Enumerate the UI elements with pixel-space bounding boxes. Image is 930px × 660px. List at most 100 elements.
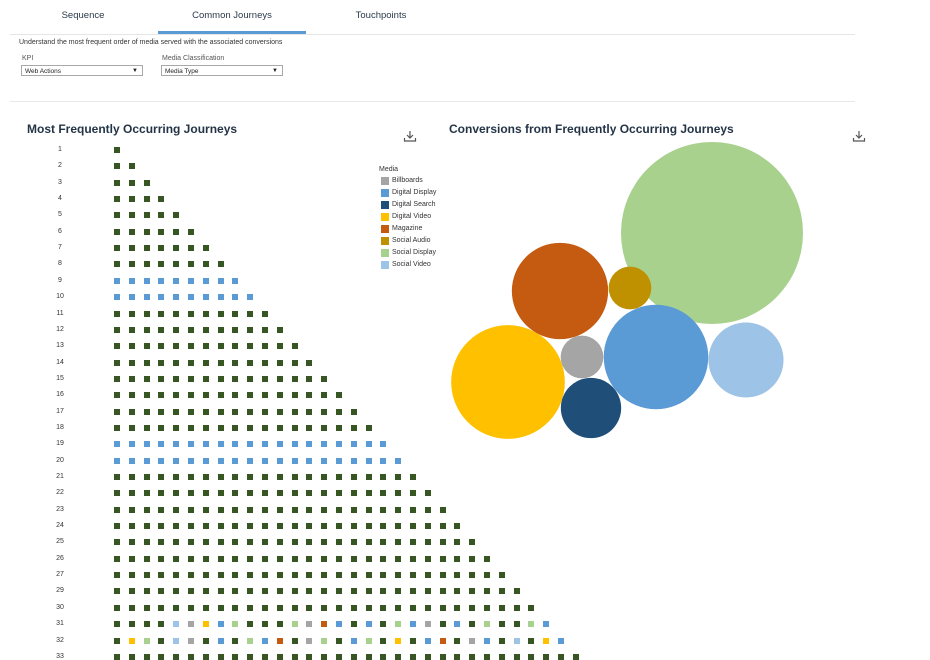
journey-touchpoint[interactable] bbox=[484, 555, 490, 562]
journey-touchpoint[interactable] bbox=[247, 310, 254, 317]
journey-touchpoint[interactable] bbox=[306, 359, 313, 366]
journey-touchpoint[interactable] bbox=[173, 539, 180, 546]
journey-touchpoint[interactable] bbox=[232, 457, 239, 464]
journey-touchpoint[interactable] bbox=[262, 457, 268, 464]
journey-touchpoint[interactable] bbox=[143, 604, 150, 611]
journey-touchpoint[interactable] bbox=[262, 490, 268, 497]
journey-touchpoint[interactable] bbox=[439, 572, 446, 579]
journey-touchpoint[interactable] bbox=[306, 441, 313, 448]
journey-touchpoint[interactable] bbox=[439, 653, 446, 660]
journey-touchpoint[interactable] bbox=[395, 572, 402, 579]
journey-touchpoint[interactable] bbox=[128, 408, 135, 415]
journey-touchpoint[interactable] bbox=[128, 523, 135, 530]
journey-touchpoint[interactable] bbox=[543, 653, 550, 660]
journey-touchpoint[interactable] bbox=[114, 179, 120, 186]
journey-touchpoint[interactable] bbox=[247, 539, 254, 546]
journey-touchpoint[interactable] bbox=[380, 555, 387, 562]
journey-touchpoint[interactable] bbox=[291, 637, 298, 644]
journey-touchpoint[interactable] bbox=[217, 294, 224, 301]
journey-touchpoint[interactable] bbox=[247, 506, 254, 513]
journey-touchpoint[interactable] bbox=[306, 621, 313, 628]
journey-touchpoint[interactable] bbox=[558, 637, 564, 644]
journey-touchpoint[interactable] bbox=[291, 474, 298, 480]
tab-sequence[interactable]: Sequence bbox=[61, 10, 105, 21]
journey-touchpoint[interactable] bbox=[247, 604, 254, 611]
journey-touchpoint[interactable] bbox=[424, 653, 431, 660]
journey-touchpoint[interactable] bbox=[424, 539, 431, 546]
journey-touchpoint[interactable] bbox=[202, 277, 209, 284]
journey-touchpoint[interactable] bbox=[350, 490, 357, 497]
journey-touchpoint[interactable] bbox=[114, 196, 120, 203]
journey-touchpoint[interactable] bbox=[513, 588, 520, 595]
journey-touchpoint[interactable] bbox=[232, 310, 239, 317]
journey-touchpoint[interactable] bbox=[188, 474, 194, 480]
journey-touchpoint[interactable] bbox=[143, 621, 150, 628]
journey-touchpoint[interactable] bbox=[114, 441, 120, 448]
journey-touchpoint[interactable] bbox=[291, 408, 298, 415]
journey-touchpoint[interactable] bbox=[336, 490, 342, 497]
journey-touchpoint[interactable] bbox=[158, 359, 165, 366]
journey-touchpoint[interactable] bbox=[143, 326, 150, 333]
journey-touchpoint[interactable] bbox=[262, 621, 268, 628]
journey-touchpoint[interactable] bbox=[202, 261, 209, 268]
journey-touchpoint[interactable] bbox=[143, 539, 150, 546]
journey-touchpoint[interactable] bbox=[114, 212, 120, 219]
journey-touchpoint[interactable] bbox=[336, 392, 342, 399]
journey-touchpoint[interactable] bbox=[158, 474, 165, 480]
journey-touchpoint[interactable] bbox=[513, 653, 520, 660]
journey-touchpoint[interactable] bbox=[306, 653, 313, 660]
journey-touchpoint[interactable] bbox=[232, 490, 239, 497]
journey-touchpoint[interactable] bbox=[217, 506, 224, 513]
journey-touchpoint[interactable] bbox=[306, 572, 313, 579]
journey-touchpoint[interactable] bbox=[572, 653, 579, 660]
journey-touchpoint[interactable] bbox=[439, 555, 446, 562]
journey-touchpoint[interactable] bbox=[365, 653, 372, 660]
journey-touchpoint[interactable] bbox=[395, 588, 402, 595]
journey-touchpoint[interactable] bbox=[114, 523, 120, 530]
journey-touchpoint[interactable] bbox=[321, 457, 328, 464]
journey-touchpoint[interactable] bbox=[469, 637, 476, 644]
journey-touchpoint[interactable] bbox=[454, 588, 461, 595]
bubble-social-display[interactable] bbox=[621, 142, 803, 324]
journey-touchpoint[interactable] bbox=[291, 424, 298, 431]
journey-touchpoint[interactable] bbox=[202, 294, 209, 301]
journey-touchpoint[interactable] bbox=[114, 539, 120, 546]
journey-touchpoint[interactable] bbox=[291, 457, 298, 464]
journey-touchpoint[interactable] bbox=[202, 408, 209, 415]
journey-touchpoint[interactable] bbox=[365, 539, 372, 546]
journey-touchpoint[interactable] bbox=[217, 343, 224, 350]
journey-touchpoint[interactable] bbox=[232, 506, 239, 513]
journey-touchpoint[interactable] bbox=[395, 457, 402, 464]
journey-touchpoint[interactable] bbox=[143, 653, 150, 660]
journey-touchpoint[interactable] bbox=[158, 277, 165, 284]
journey-touchpoint[interactable] bbox=[143, 474, 150, 480]
journey-touchpoint[interactable] bbox=[469, 572, 476, 579]
journey-touchpoint[interactable] bbox=[528, 604, 535, 611]
journey-touchpoint[interactable] bbox=[202, 604, 209, 611]
journey-touchpoint[interactable] bbox=[143, 310, 150, 317]
journey-touchpoint[interactable] bbox=[276, 653, 283, 660]
journey-touchpoint[interactable] bbox=[498, 588, 505, 595]
journey-touchpoint[interactable] bbox=[114, 359, 120, 366]
journey-touchpoint[interactable] bbox=[202, 621, 209, 628]
journey-touchpoint[interactable] bbox=[336, 572, 342, 579]
journey-touchpoint[interactable] bbox=[188, 490, 194, 497]
journey-touchpoint[interactable] bbox=[321, 392, 328, 399]
journey-touchpoint[interactable] bbox=[498, 637, 505, 644]
journey-touchpoint[interactable] bbox=[528, 637, 535, 644]
journey-touchpoint[interactable] bbox=[114, 147, 120, 153]
journey-touchpoint[interactable] bbox=[158, 245, 165, 252]
journey-touchpoint[interactable] bbox=[306, 424, 313, 431]
journey-touchpoint[interactable] bbox=[262, 408, 268, 415]
journey-touchpoint[interactable] bbox=[424, 506, 431, 513]
journey-touchpoint[interactable] bbox=[543, 621, 550, 628]
journey-touchpoint[interactable] bbox=[439, 506, 446, 513]
journey-touchpoint[interactable] bbox=[380, 653, 387, 660]
journey-touchpoint[interactable] bbox=[158, 539, 165, 546]
journey-touchpoint[interactable] bbox=[173, 310, 180, 317]
journey-touchpoint[interactable] bbox=[143, 375, 150, 382]
journey-touchpoint[interactable] bbox=[276, 441, 283, 448]
journey-touchpoint[interactable] bbox=[202, 637, 209, 644]
journey-touchpoint[interactable] bbox=[188, 408, 194, 415]
journey-touchpoint[interactable] bbox=[454, 523, 461, 530]
